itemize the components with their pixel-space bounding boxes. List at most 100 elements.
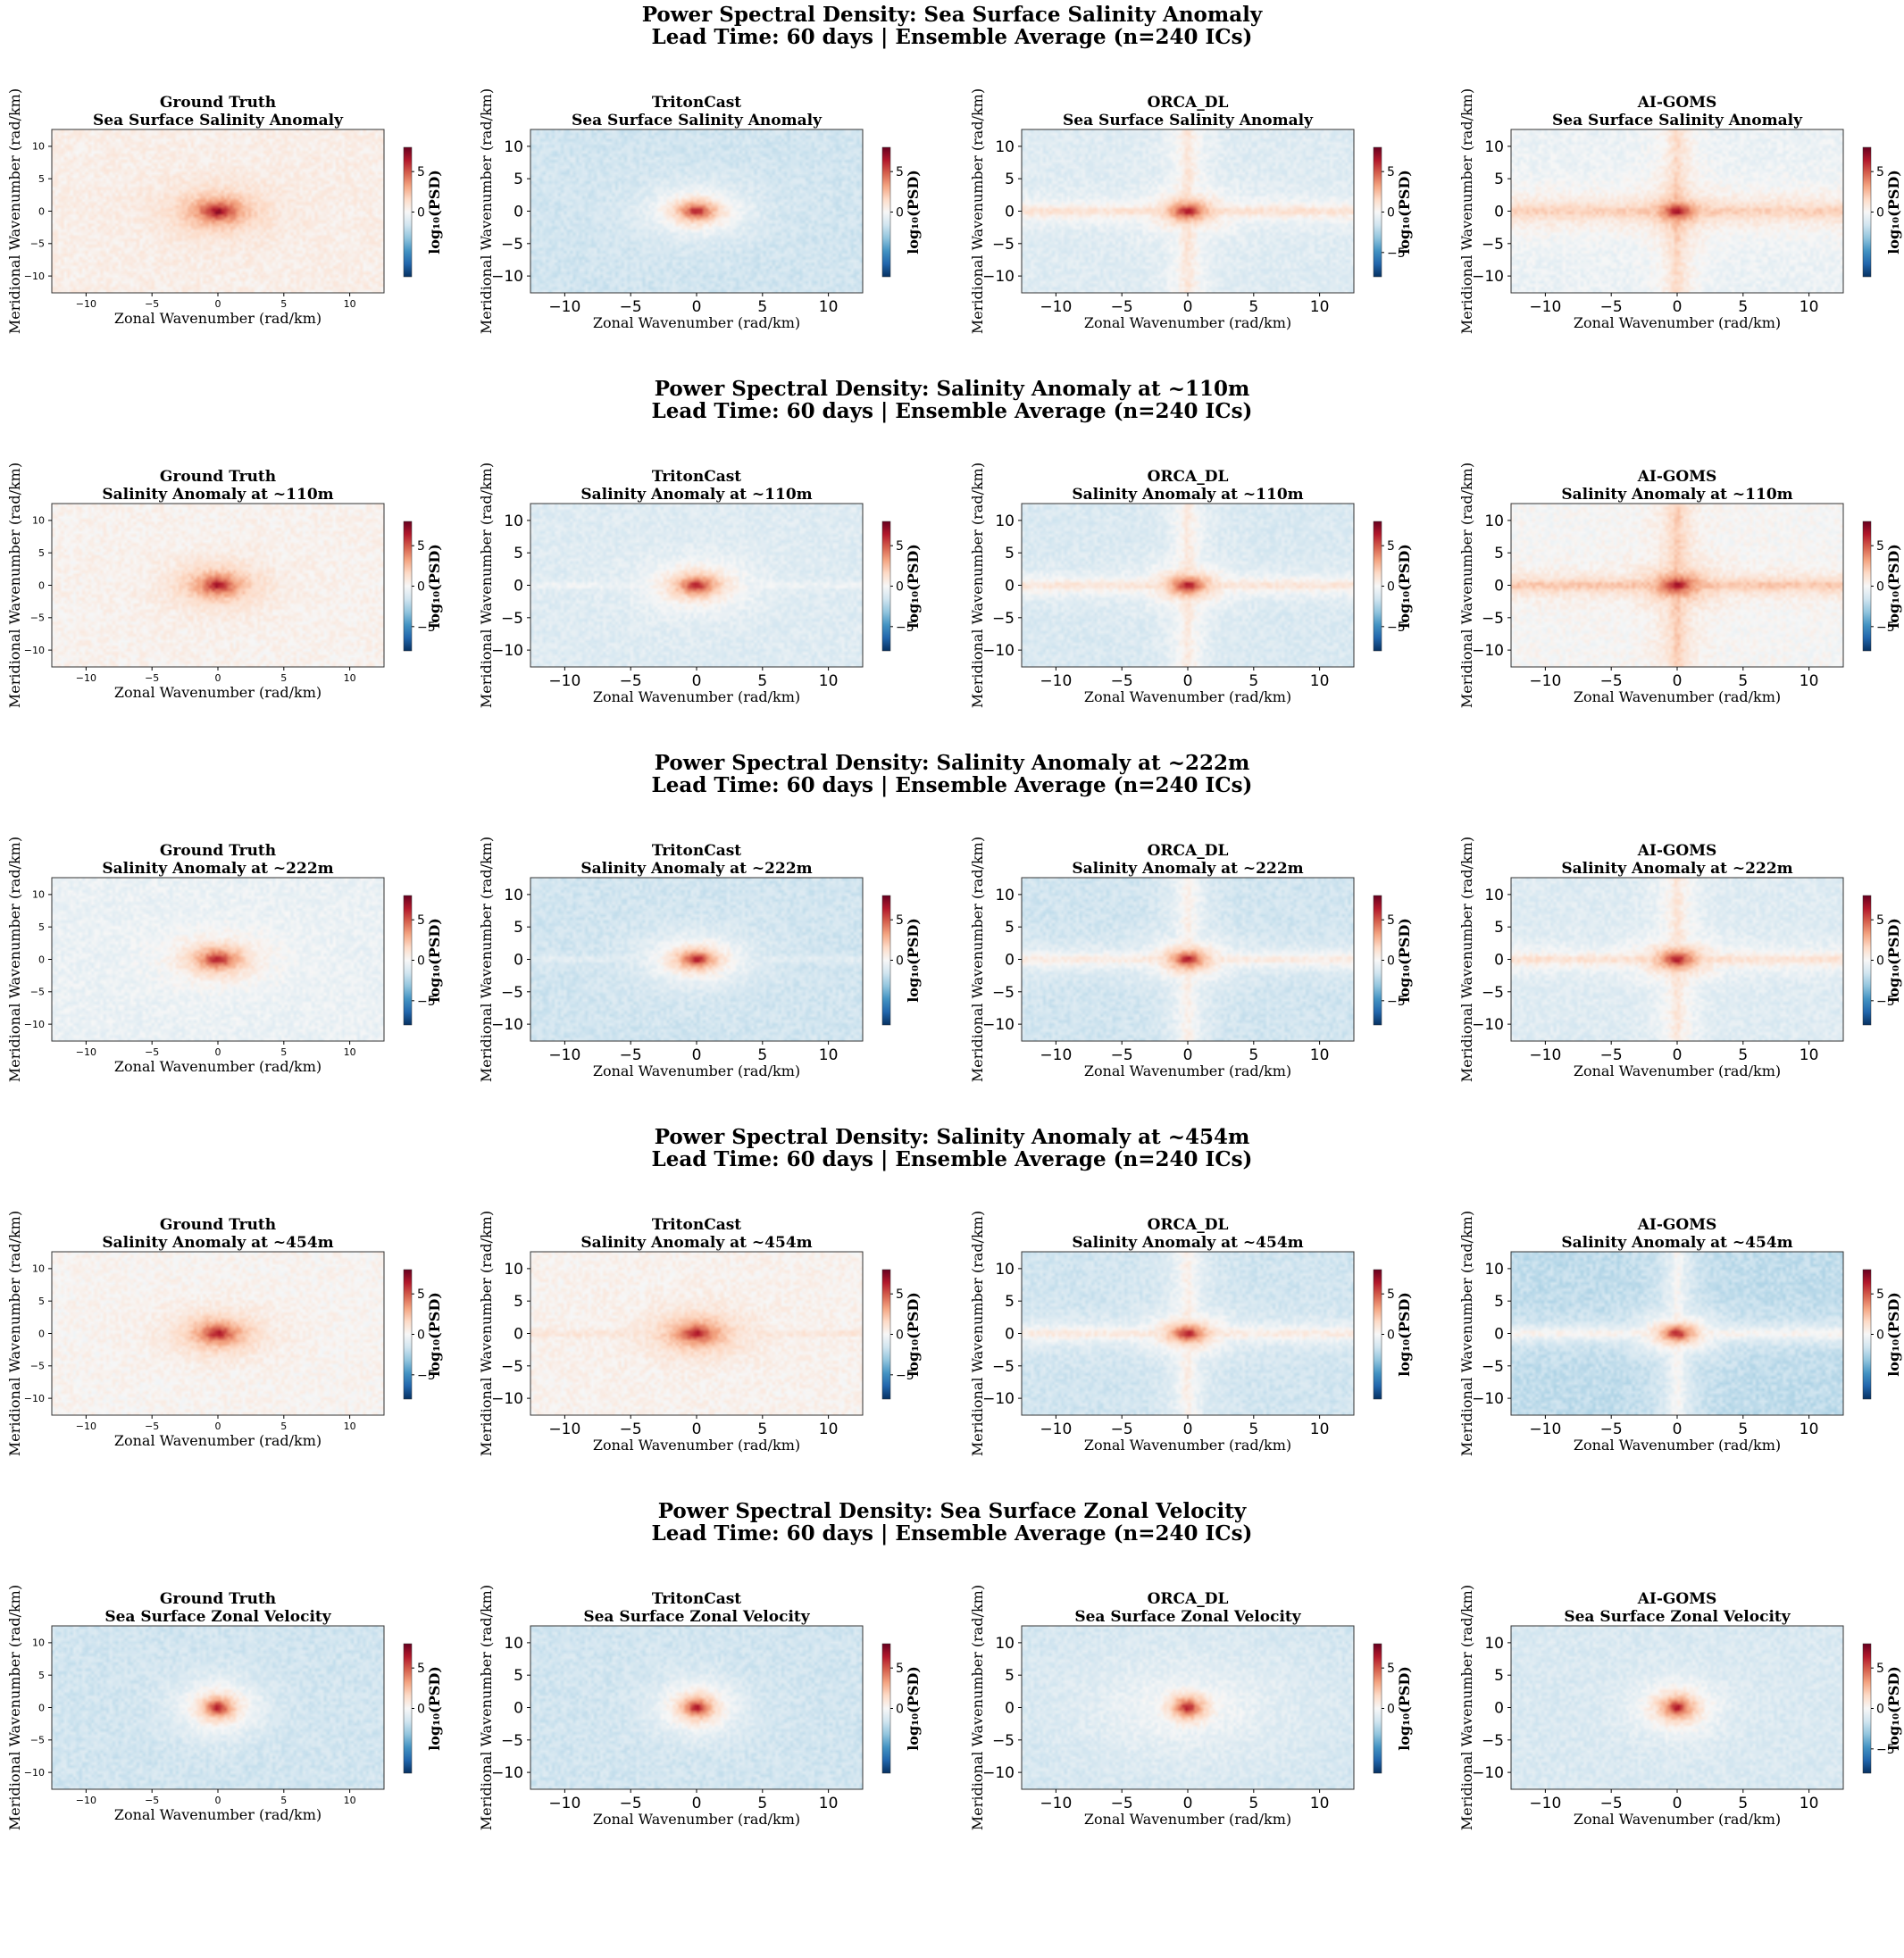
x-tick-label: 10: [344, 1421, 356, 1432]
x-tick-label: 10: [1800, 298, 1819, 316]
colorbar-tick-label: 5: [417, 165, 425, 179]
y-tick-label: −5: [1482, 236, 1504, 254]
y-tick-label: 5: [1005, 919, 1015, 937]
panel-svg: −10 −5 0 5 10 −10 −5 0 5 10 Zonal Wavenumber (rad/…: [478, 88, 922, 334]
y-tick-label: 5: [1494, 545, 1504, 562]
colorbar-tick-label: 5: [896, 1287, 904, 1302]
row-title: Power Spectral Density: Salinity Anomaly…: [0, 378, 1904, 422]
colorbar-tick-label: −5: [417, 621, 436, 635]
y-axis-label: Meridional Wavenumber (rad/km): [6, 1585, 23, 1830]
psd-heatmap: [530, 1252, 863, 1415]
y-tick-label: −10: [24, 645, 45, 656]
panel-variable-name: Salinity Anomaly at ~110m: [1561, 486, 1793, 504]
y-tick-label: −5: [1482, 610, 1504, 628]
panel-model-name: Ground Truth: [159, 842, 277, 860]
y-tick-label: 10: [32, 1263, 45, 1275]
colorbar-label: log₁₀(PSD): [426, 170, 443, 254]
y-tick-label: 5: [38, 921, 45, 933]
x-tick-label: −10: [1529, 1421, 1561, 1438]
y-axis-label: Meridional Wavenumber (rad/km): [969, 462, 986, 708]
panel-svg: −10 −5 0 5 10 −10 −5 0 5 10 Zonal Wavenumber (rad/…: [969, 1211, 1413, 1456]
colorbar: [881, 521, 891, 652]
x-tick-label: 0: [692, 298, 702, 316]
colorbar-tick-label: 5: [896, 539, 904, 554]
psd-heatmap: [1511, 878, 1843, 1041]
x-tick-label: 5: [280, 1046, 287, 1058]
panel-svg: −10 −5 0 5 10 −10 −5 0 5 10 Zonal Wavenumber (rad/…: [478, 1585, 922, 1830]
colorbar-tick-label: 0: [1876, 580, 1884, 595]
y-tick-label: −10: [982, 1390, 1015, 1408]
panel-svg: −10 −5 0 5 10 −10 −5 0 5 10 Zonal Wavenumber (rad/…: [1458, 1211, 1902, 1456]
y-tick-label: 10: [995, 512, 1015, 530]
colorbar-label: log₁₀(PSD): [1396, 1666, 1413, 1751]
colorbar: [1862, 1269, 1872, 1400]
panel-svg: −10 −5 0 5 10 −10 −5 0 5 10 Zonal Wavenumber (rad/…: [969, 837, 1413, 1082]
y-tick-label: −5: [992, 610, 1015, 628]
panel-variable-name: Salinity Anomaly at ~222m: [580, 860, 813, 878]
y-tick-label: 0: [1005, 203, 1015, 221]
x-tick-label: 10: [819, 672, 839, 690]
colorbar-tick-label: 0: [896, 1329, 904, 1343]
panel-variable-name: Salinity Anomaly at ~110m: [102, 486, 334, 504]
panel-variable-name: Sea Surface Salinity Anomaly: [1063, 112, 1313, 129]
x-tick-label: 10: [819, 1421, 839, 1438]
y-tick-label: −10: [491, 1016, 523, 1034]
x-tick-label: 0: [692, 1795, 702, 1812]
x-axis-label: Zonal Wavenumber (rad/km): [1084, 314, 1291, 331]
colorbar: [881, 1269, 891, 1400]
colorbar-tick-label: 5: [1387, 913, 1395, 928]
panel-svg: −10 −5 0 5 10 −10 −5 0 5 10 Zonal Wavenumber (rad/…: [478, 1211, 922, 1456]
colorbar-tick-label: 5: [1387, 165, 1395, 179]
panel-model-name: ORCA_DL: [1147, 1216, 1229, 1234]
y-tick-label: 5: [38, 1670, 45, 1681]
colorbar-label: log₁₀(PSD): [426, 544, 443, 629]
x-tick-label: −5: [620, 298, 642, 316]
colorbar-tick-label: −5: [1387, 621, 1406, 635]
x-tick-label: 5: [1248, 1046, 1258, 1064]
x-tick-label: 10: [1310, 1046, 1330, 1064]
y-tick-label: −5: [501, 1358, 523, 1376]
y-tick-label: 5: [1005, 171, 1015, 188]
x-tick-label: 5: [1738, 1795, 1748, 1812]
x-axis-label: Zonal Wavenumber (rad/km): [1574, 314, 1781, 331]
x-axis-label: Zonal Wavenumber (rad/km): [593, 314, 800, 331]
x-tick-label: 5: [1738, 1421, 1748, 1438]
y-tick-label: 5: [1494, 1667, 1504, 1685]
psd-heatmap: [1022, 1252, 1354, 1415]
x-tick-label: 0: [1673, 1046, 1683, 1064]
psd-heatmap: [52, 1252, 384, 1415]
colorbar-tick-label: 0: [1387, 580, 1395, 595]
panel-variable-name: Salinity Anomaly at ~222m: [1072, 860, 1304, 878]
x-tick-label: 5: [757, 298, 767, 316]
panel-variable-name: Salinity Anomaly at ~222m: [1561, 860, 1793, 878]
x-tick-label: 5: [280, 672, 287, 684]
y-axis-label: Meridional Wavenumber (rad/km): [969, 88, 986, 334]
panel-title: TritonCast Salinity Anomaly at ~454m: [500, 1216, 893, 1252]
x-tick-label: 0: [692, 1421, 702, 1438]
colorbar: [1373, 1269, 1382, 1400]
colorbar-tick-label: 0: [1387, 954, 1395, 969]
panel-variable-name: Sea Surface Zonal Velocity: [1074, 1608, 1301, 1626]
x-tick-label: −5: [1111, 1421, 1133, 1438]
heatmap-panel: AI-GOMS Sea Surface Salinity Anomaly −10 −5…: [1455, 88, 1904, 462]
psd-heatmap: [52, 129, 384, 293]
heatmap-panel: TritonCast Salinity Anomaly at ~222m −10 −5…: [478, 837, 949, 1210]
panel-title: Ground Truth Sea Surface Salinity Anomaly: [21, 94, 414, 129]
x-tick-label: −10: [76, 1046, 96, 1058]
x-tick-label: 0: [215, 1421, 221, 1432]
x-tick-label: 5: [280, 1421, 287, 1432]
x-tick-label: −5: [1600, 1046, 1623, 1064]
colorbar-tick-label: 5: [417, 913, 425, 928]
x-tick-label: 0: [215, 298, 221, 310]
x-tick-label: 5: [280, 1795, 287, 1806]
y-tick-label: 0: [514, 951, 523, 969]
colorbar: [1862, 521, 1872, 652]
panel-variable-name: Salinity Anomaly at ~454m: [1561, 1234, 1793, 1252]
colorbar-tick-label: 0: [417, 206, 425, 221]
y-axis-label: Meridional Wavenumber (rad/km): [969, 1585, 986, 1830]
panel-svg: −10 −5 0 5 10 −10 −5 0 5 10 Zonal Wavenumber (rad/…: [1458, 837, 1902, 1082]
psd-heatmap: [1022, 129, 1354, 293]
y-axis-label: Meridional Wavenumber (rad/km): [6, 462, 23, 708]
x-axis-label: Zonal Wavenumber (rad/km): [1084, 1811, 1291, 1828]
y-tick-label: 5: [514, 1667, 523, 1685]
